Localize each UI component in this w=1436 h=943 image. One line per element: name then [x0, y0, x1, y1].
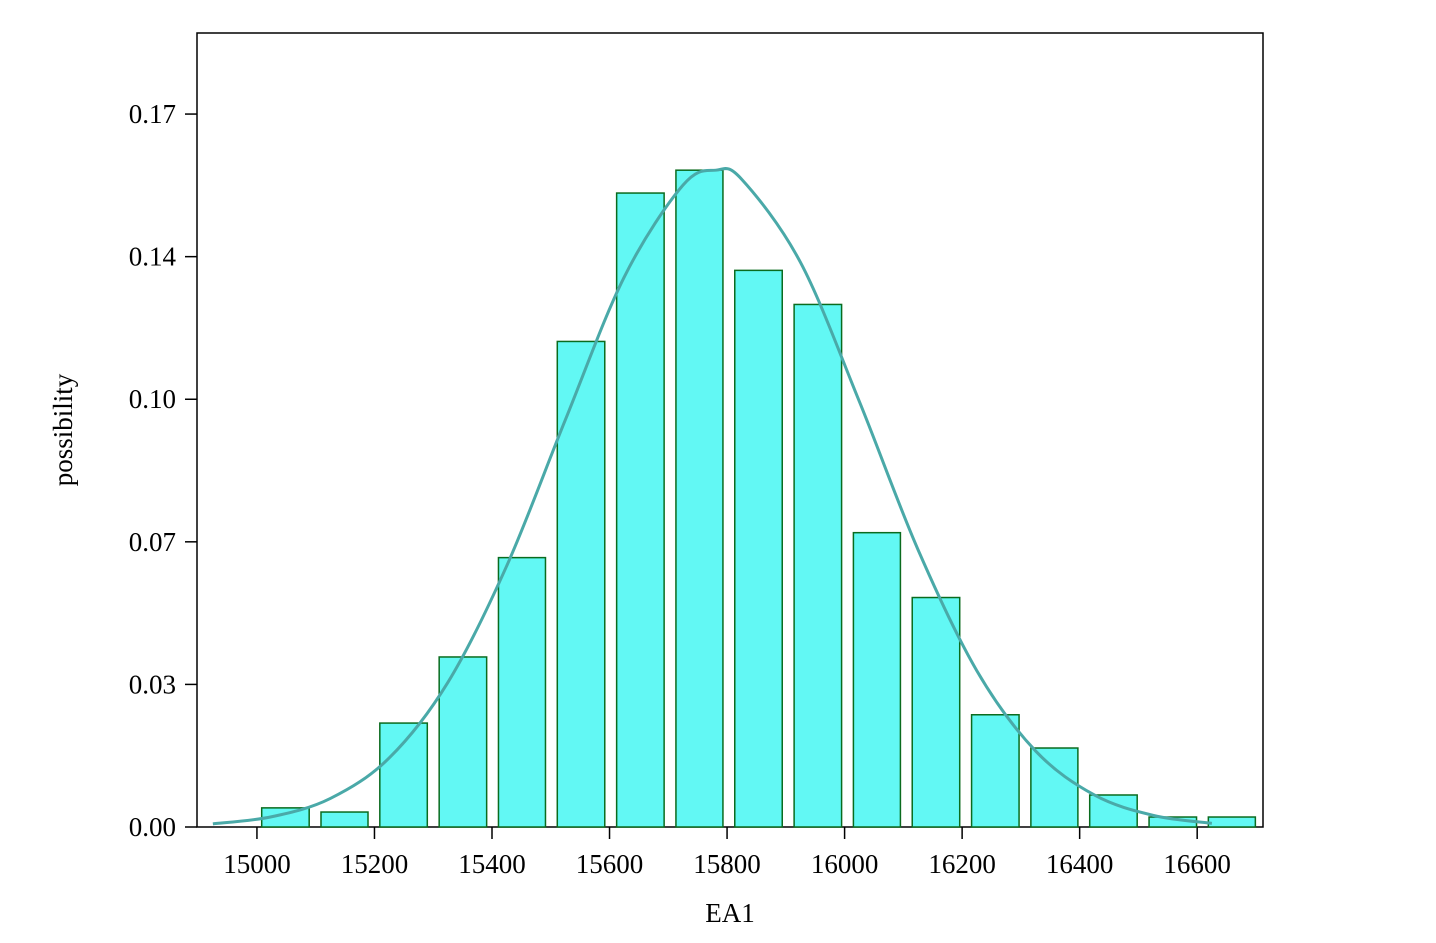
- x-tick-label: 15200: [341, 849, 409, 879]
- bar: [1207, 816, 1257, 828]
- y-tick-label: 0.14: [129, 242, 177, 272]
- bar: [320, 811, 369, 828]
- y-tick-label: 0.03: [129, 669, 176, 699]
- bar: [852, 531, 902, 828]
- x-tick-label: 16400: [1046, 849, 1114, 879]
- plot-frame: [196, 32, 1264, 828]
- x-tick-label: 16600: [1163, 849, 1231, 879]
- x-tick-label: 15600: [576, 849, 644, 879]
- x-tick-label: 15000: [223, 849, 291, 879]
- bar: [793, 303, 843, 828]
- x-tick-label: 15800: [693, 849, 761, 879]
- y-tick-label: 0.10: [129, 384, 176, 414]
- bar: [497, 556, 547, 828]
- x-axis-label: EA1: [705, 898, 755, 928]
- bar: [1088, 794, 1138, 828]
- y-tick-label: 0.17: [129, 99, 176, 129]
- bar: [675, 169, 724, 828]
- y-tick-label: 0.00: [129, 812, 176, 842]
- bar: [379, 722, 429, 828]
- y-tick-label: 0.07: [129, 527, 176, 557]
- bar: [970, 714, 1020, 828]
- bar: [911, 596, 961, 828]
- x-tick-label: 16200: [928, 849, 996, 879]
- bar: [734, 269, 783, 828]
- x-tick-label: 15400: [458, 849, 526, 879]
- fit-curve: [212, 167, 1213, 826]
- bar: [1030, 747, 1079, 828]
- bar: [615, 192, 665, 828]
- x-tick-label: 16000: [811, 849, 879, 879]
- bar: [556, 340, 606, 828]
- y-axis-label: possibility: [48, 373, 78, 486]
